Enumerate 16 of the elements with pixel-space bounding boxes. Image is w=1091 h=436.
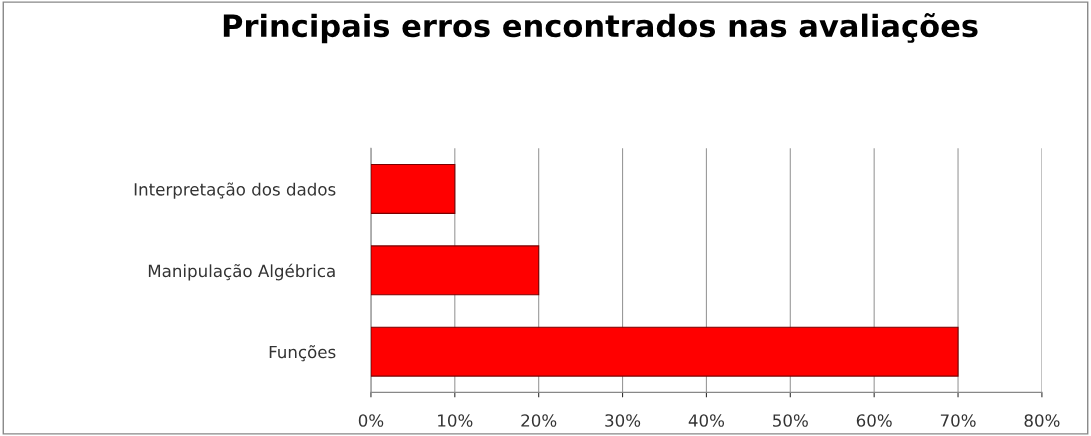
- bar: [370, 245, 540, 296]
- x-tick-label: 50%: [773, 414, 808, 427]
- chart-title: Principais erros encontrados nas avaliações: [223, 13, 978, 44]
- bar: [370, 326, 959, 377]
- x-tick-label: 70%: [940, 414, 976, 427]
- x-tick-label: 80%: [1024, 414, 1060, 427]
- x-tick-label: 30%: [605, 414, 641, 427]
- y-tick-label: Funções: [269, 345, 336, 362]
- x-tick-label: 60%: [856, 414, 892, 427]
- x-tick-label: 20%: [521, 414, 557, 427]
- y-tick-label: Manipulação Algébrica: [148, 263, 335, 281]
- x-tick-label: 0%: [358, 414, 384, 427]
- x-tick-label: 10%: [438, 414, 473, 427]
- x-tick-label: 40%: [688, 414, 725, 427]
- y-tick-label: Interpretação dos dados: [134, 182, 336, 199]
- bar: [370, 163, 456, 214]
